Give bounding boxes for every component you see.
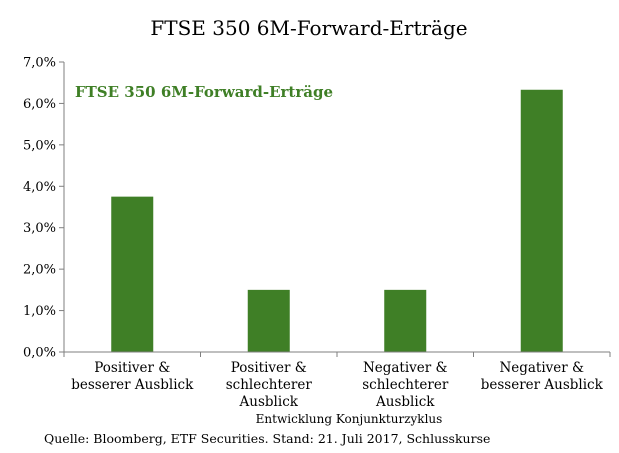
y-tick-label: 1,0% bbox=[23, 304, 56, 319]
y-tick-label: 5,0% bbox=[23, 138, 56, 153]
x-category-label-line: Ausblick bbox=[375, 394, 435, 410]
legend-label: FTSE 350 6M-Forward-Erträge bbox=[75, 83, 333, 101]
x-category-label-line: Negativer & bbox=[499, 360, 584, 376]
x-category-label-line: Positiver & bbox=[94, 360, 170, 376]
y-tick-label: 6,0% bbox=[23, 97, 56, 112]
bar bbox=[520, 89, 563, 352]
bar bbox=[247, 289, 290, 352]
x-category-label: Negativer & besserer Ausblick bbox=[481, 360, 604, 393]
chart-title: FTSE 350 6M-Forward-Erträge bbox=[150, 16, 467, 40]
x-category-label: Positiver & besserer Ausblick bbox=[71, 360, 194, 393]
bar bbox=[111, 196, 154, 352]
y-tick-label: 0,0% bbox=[23, 346, 56, 361]
x-category-label: Positiver & schlechterer Ausblick bbox=[226, 360, 313, 410]
source-note: Quelle: Bloomberg, ETF Securities. Stand… bbox=[44, 431, 490, 446]
y-tick-label: 3,0% bbox=[23, 221, 56, 236]
y-tick-label: 4,0% bbox=[23, 180, 56, 195]
x-axis-label: Entwicklung Konjunkturzyklus bbox=[256, 412, 443, 426]
y-axis: 0,0% 1,0% 2,0% 3,0% 4,0% 5,0% 6,0% 7,0% bbox=[23, 56, 65, 361]
x-category-label-line: schlechterer bbox=[226, 377, 313, 393]
x-category-label-line: besserer Ausblick bbox=[71, 377, 194, 393]
bars bbox=[111, 89, 563, 352]
x-category-label: Negativer & schlechterer Ausblick bbox=[362, 360, 449, 410]
bar bbox=[384, 289, 427, 352]
x-category-label-line: Negativer & bbox=[363, 360, 448, 376]
x-category-label-line: Ausblick bbox=[239, 394, 299, 410]
x-category-label-line: besserer Ausblick bbox=[481, 377, 604, 393]
x-category-label-line: Positiver & bbox=[231, 360, 307, 376]
y-tick-label: 2,0% bbox=[23, 263, 56, 278]
x-category-label-line: schlechterer bbox=[362, 377, 449, 393]
y-tick-label: 7,0% bbox=[23, 56, 56, 71]
